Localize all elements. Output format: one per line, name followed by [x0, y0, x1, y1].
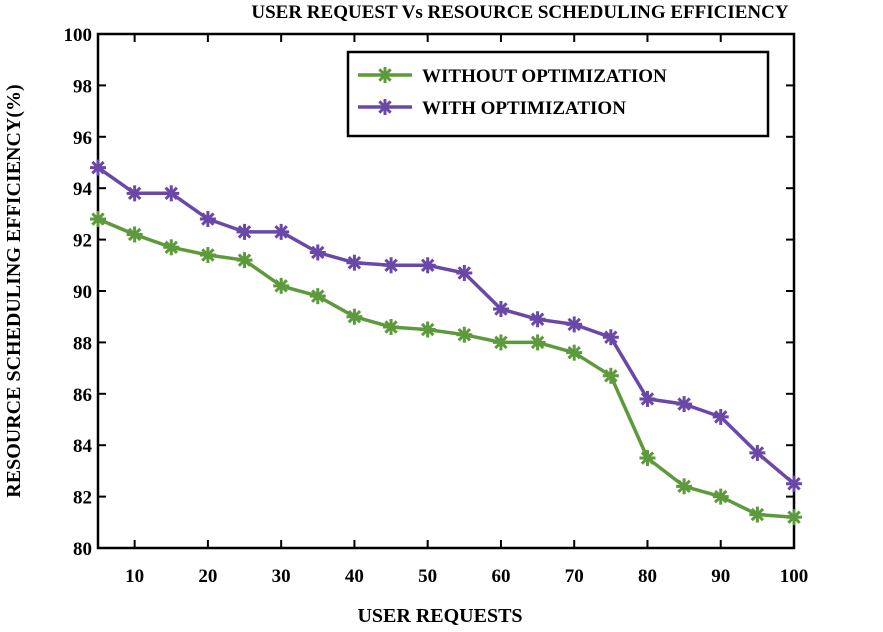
data-point-series-1	[383, 257, 400, 274]
data-point-series-0	[676, 478, 693, 495]
y-tick-label: 80	[73, 539, 92, 560]
y-axis-label: RESOURCE SCHEDULING EFFICIENCY(%)	[3, 84, 25, 497]
chart-title: USER REQUEST Vs RESOURCE SCHEDULING EFFI…	[251, 2, 789, 23]
data-point-series-0	[712, 488, 729, 505]
data-point-series-0	[492, 334, 509, 351]
data-point-series-1	[676, 396, 693, 413]
data-point-series-1	[309, 244, 326, 261]
legend-box	[346, 50, 770, 138]
data-point-series-0	[639, 450, 656, 467]
data-point-series-1	[346, 254, 363, 271]
legend-label-0: WITHOUT OPTIMIZATION	[422, 66, 667, 87]
data-point-series-1	[712, 408, 729, 425]
x-tick-label: 60	[491, 566, 510, 587]
data-point-series-1	[639, 390, 656, 407]
x-tick-label: 70	[565, 566, 584, 587]
data-point-series-0	[749, 506, 766, 523]
data-point-series-0	[273, 277, 290, 294]
x-tick-label: 90	[711, 566, 730, 587]
y-tick-label: 90	[73, 282, 92, 303]
data-point-series-0	[309, 288, 326, 305]
data-point-series-1	[90, 159, 106, 176]
y-tick-label: 84	[73, 436, 93, 457]
x-axis-label: USER REQUESTS	[357, 605, 522, 627]
y-tick-label: 100	[64, 25, 93, 46]
data-point-series-0	[529, 334, 546, 351]
y-tick-label: 86	[73, 385, 92, 406]
series-line-0	[97, 217, 795, 519]
x-tick-label: 80	[638, 566, 657, 587]
data-point-series-0	[90, 211, 106, 228]
data-point-series-0	[456, 326, 473, 343]
y-tick-label: 82	[73, 488, 92, 509]
y-tick-label: 92	[73, 231, 92, 252]
legend: WITHOUT OPTIMIZATION WITH OPTIMIZATION	[346, 50, 770, 138]
data-point-series-1	[529, 311, 546, 328]
data-point-series-1	[602, 329, 619, 346]
data-point-series-1	[492, 300, 509, 317]
y-tick-label: 88	[73, 333, 92, 354]
data-point-series-1	[566, 316, 583, 333]
data-point-series-1	[419, 257, 436, 274]
series-layer	[90, 159, 802, 526]
ticks-layer: 80 82 84 86 88 90 92 94 96 98 100 10 20 30 40 50 60 70 80 9…	[64, 25, 809, 587]
data-point-series-1	[126, 185, 143, 202]
data-point-series-0	[163, 239, 180, 256]
data-point-series-0	[383, 318, 400, 335]
x-tick-label: 50	[418, 566, 437, 587]
data-point-series-0	[602, 367, 619, 384]
data-point-series-0	[199, 247, 216, 264]
y-tick-label: 94	[73, 179, 93, 200]
data-point-series-1	[786, 475, 802, 492]
x-tick-label: 20	[198, 566, 217, 587]
x-tick-label: 30	[272, 566, 291, 587]
data-point-series-1	[236, 223, 253, 240]
data-point-series-1	[749, 444, 766, 461]
data-point-series-1	[199, 211, 216, 228]
legend-label-1: WITH OPTIMIZATION	[422, 98, 626, 119]
x-tick-label: 40	[345, 566, 364, 587]
data-point-series-0	[346, 308, 363, 325]
data-point-series-0	[419, 321, 436, 338]
legend-marker-0	[377, 67, 393, 83]
data-point-series-1	[273, 223, 290, 240]
data-point-series-1	[163, 185, 180, 202]
x-tick-label: 10	[125, 566, 144, 587]
data-point-series-1	[456, 265, 473, 282]
data-point-series-0	[566, 344, 583, 361]
data-point-series-0	[236, 252, 253, 269]
y-tick-label: 98	[73, 76, 92, 97]
data-point-series-0	[786, 509, 802, 526]
legend-marker-1	[377, 99, 393, 115]
data-point-series-0	[126, 226, 143, 243]
y-tick-label: 96	[73, 128, 92, 149]
x-tick-label: 100	[780, 566, 809, 587]
